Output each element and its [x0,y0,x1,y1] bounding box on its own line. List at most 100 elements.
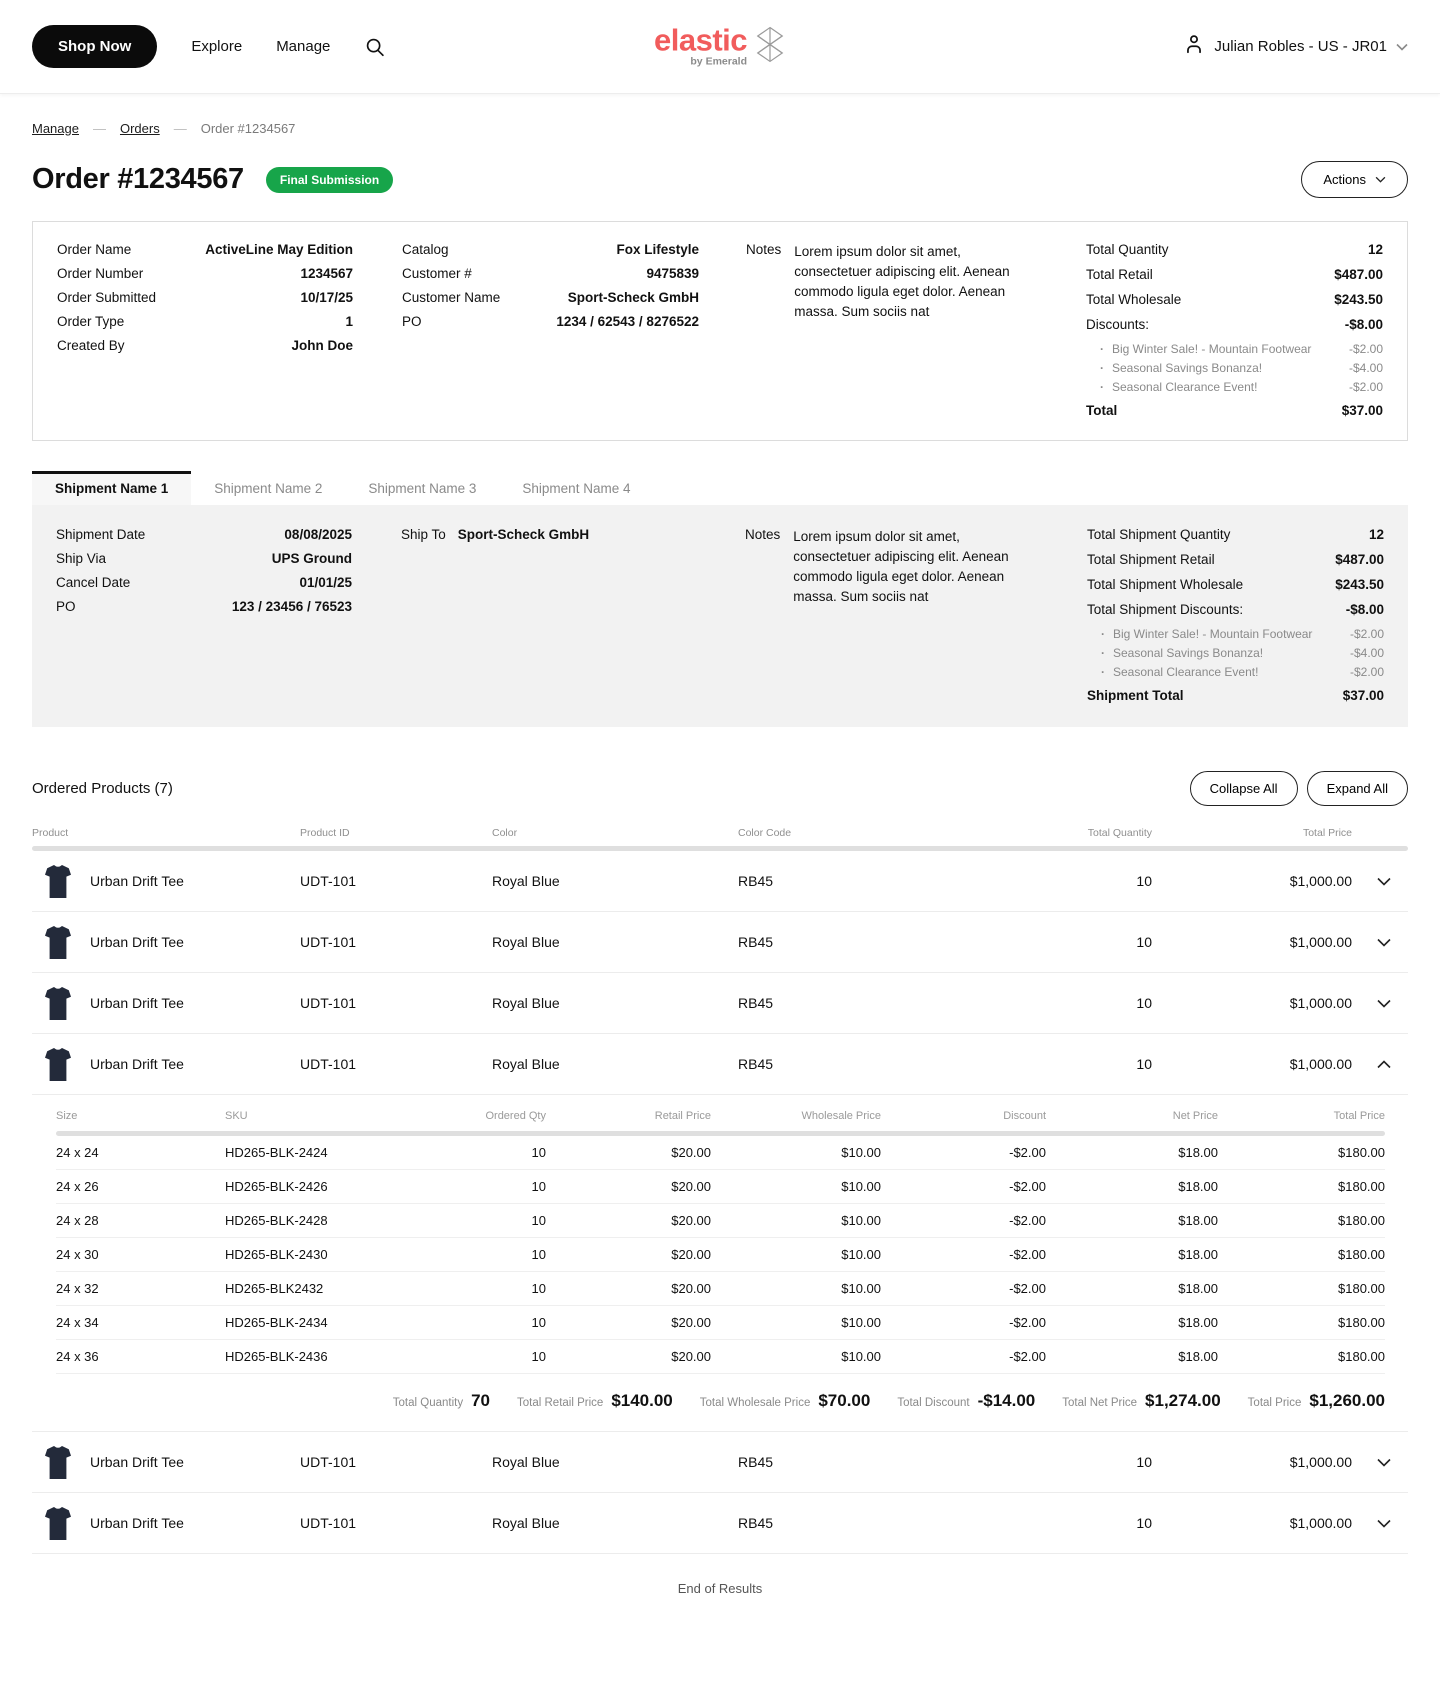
field-label: Created By [57,338,125,353]
product-total-price: $1,000.00 [1289,1056,1352,1072]
product-total-price: $1,000.00 [1289,1454,1352,1470]
breadcrumb-manage[interactable]: Manage [32,121,79,136]
product-row[interactable]: Urban Drift Tee UDT-101 Royal Blue RB45 … [32,1493,1408,1554]
size-cell: 24 x 34 [56,1315,99,1330]
field-label: Catalog [402,242,449,257]
product-id: UDT-101 [300,934,357,950]
actions-label: Actions [1323,172,1366,187]
product-total-price: $1,000.00 [1289,995,1352,1011]
product-color-code: RB45 [738,934,774,950]
shipment-total-value: $37.00 [1342,688,1384,703]
col-sku: SKU [225,1110,248,1122]
product-color-code: RB45 [738,995,774,1011]
tab-shipment-2[interactable]: Shipment Name 2 [214,481,323,496]
brand-logo[interactable]: elastic by Emerald [654,24,786,68]
search-icon[interactable] [364,36,386,58]
discounts-value: -$8.00 [1345,602,1384,617]
nav-link-manage[interactable]: Manage [276,38,331,55]
tab-shipment-4[interactable]: Shipment Name 4 [522,481,631,496]
table-divider-bar [56,1131,1385,1136]
product-color-code: RB45 [738,1515,774,1531]
tshirt-icon [45,1047,71,1081]
size-row: 24 x 24 HD265-BLK-2424 10 $20.00 $10.00 … [56,1136,1385,1170]
total-label: Total Shipment Wholesale [1087,577,1244,592]
product-total-quantity: 10 [1136,1454,1152,1470]
products-table-header: Product Product ID Color Color Code Tota… [32,827,1408,846]
product-row[interactable]: Urban Drift Tee UDT-101 Royal Blue RB45 … [32,912,1408,973]
collapse-all-button[interactable]: Collapse All [1189,771,1298,806]
totals-label: Total Discount [897,1397,970,1409]
chevron-down-icon[interactable] [1377,999,1408,1008]
chevron-down-icon[interactable] [1377,1458,1408,1467]
ship-to-value: Sport-Scheck GmbH [457,527,590,542]
retail-price-cell: $20.00 [671,1247,711,1262]
size-cell: 24 x 28 [56,1213,99,1228]
discounts-label: Total Shipment Discounts: [1087,602,1244,617]
col-total-price: Total Price [1302,827,1352,839]
chevron-down-icon[interactable] [1377,938,1408,947]
chevron-up-icon[interactable] [1377,1059,1408,1069]
tab-shipment-1[interactable]: Shipment Name 1 [32,471,192,505]
product-total-quantity: 10 [1136,1515,1152,1531]
total-price-cell: $180.00 [1338,1213,1385,1228]
product-id: UDT-101 [300,873,357,889]
field-value: 1234567 [300,266,353,281]
total-value: $487.00 [1334,267,1383,282]
chevron-down-icon[interactable] [1377,877,1408,886]
product-color: Royal Blue [492,1515,560,1531]
wholesale-price-cell: $10.00 [841,1247,881,1262]
sku-cell: HD265-BLK-2426 [225,1179,328,1194]
field-value: 1 [345,314,353,329]
field-label: Customer # [402,266,472,281]
totals-value: $1,274.00 [1145,1391,1221,1410]
discount-item-value: -$2.00 [1349,627,1384,641]
product-total-price: $1,000.00 [1289,873,1352,889]
discount-item-value: -$2.00 [1348,380,1383,394]
field-value: 1234 / 62543 / 8276522 [556,314,699,329]
product-name: Urban Drift Tee [90,1454,184,1470]
sku-cell: HD265-BLK-2424 [225,1145,328,1160]
tshirt-icon [45,1445,71,1479]
total-label: Total Quantity [1086,242,1169,257]
total-value: $243.50 [1334,292,1383,307]
shop-now-button[interactable]: Shop Now [32,25,158,68]
product-total-quantity: 10 [1136,934,1152,950]
discounts-label: Discounts: [1086,317,1150,332]
wholesale-price-cell: $10.00 [841,1145,881,1160]
actions-button[interactable]: Actions [1301,161,1408,198]
retail-price-cell: $20.00 [671,1281,711,1296]
total-price-cell: $180.00 [1338,1281,1385,1296]
ordered-qty-cell: 10 [531,1213,546,1228]
total-label: Total Retail [1086,267,1153,282]
tab-shipment-3[interactable]: Shipment Name 3 [368,481,477,496]
retail-price-cell: $20.00 [671,1315,711,1330]
chevron-down-icon[interactable] [1377,1519,1408,1528]
product-total-quantity: 10 [1136,873,1152,889]
col-total-quantity: Total Quantity [1087,827,1152,839]
product-row[interactable]: Urban Drift Tee UDT-101 Royal Blue RB45 … [32,973,1408,1034]
end-of-results: End of Results [677,1581,763,1596]
user-menu[interactable]: Julian Robles - US - JR01 [1183,33,1408,60]
sku-cell: HD265-BLK-2436 [225,1349,328,1364]
product-id: UDT-101 [300,1056,357,1072]
product-row-expanded[interactable]: Urban Drift Tee UDT-101 Royal Blue RB45 … [32,1034,1408,1095]
logo-tagline: by Emerald [690,55,748,67]
wholesale-price-cell: $10.00 [841,1315,881,1330]
table-divider-bar [32,846,1408,851]
product-row[interactable]: Urban Drift Tee UDT-101 Royal Blue RB45 … [32,1432,1408,1493]
breadcrumb-separator: — [92,121,106,136]
discount-cell: -$2.00 [1009,1349,1046,1364]
wholesale-price-cell: $10.00 [841,1213,881,1228]
total-price-cell: $180.00 [1338,1349,1385,1364]
net-price-cell: $18.00 [1178,1213,1218,1228]
field-label: PO [402,314,422,329]
nav-link-explore[interactable]: Explore [191,38,243,55]
product-name: Urban Drift Tee [90,995,184,1011]
product-row[interactable]: Urban Drift Tee UDT-101 Royal Blue RB45 … [32,851,1408,912]
expand-all-button[interactable]: Expand All [1306,771,1408,806]
field-label: PO [56,599,76,614]
retail-price-cell: $20.00 [671,1213,711,1228]
tshirt-icon [45,864,71,898]
diamond-logo-icon [754,25,786,68]
breadcrumb-orders[interactable]: Orders [119,121,160,136]
